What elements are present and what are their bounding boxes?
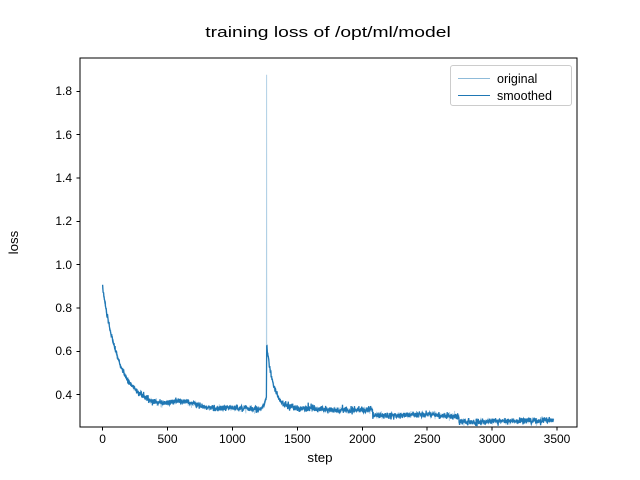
svg-text:loss: loss: [6, 230, 21, 254]
